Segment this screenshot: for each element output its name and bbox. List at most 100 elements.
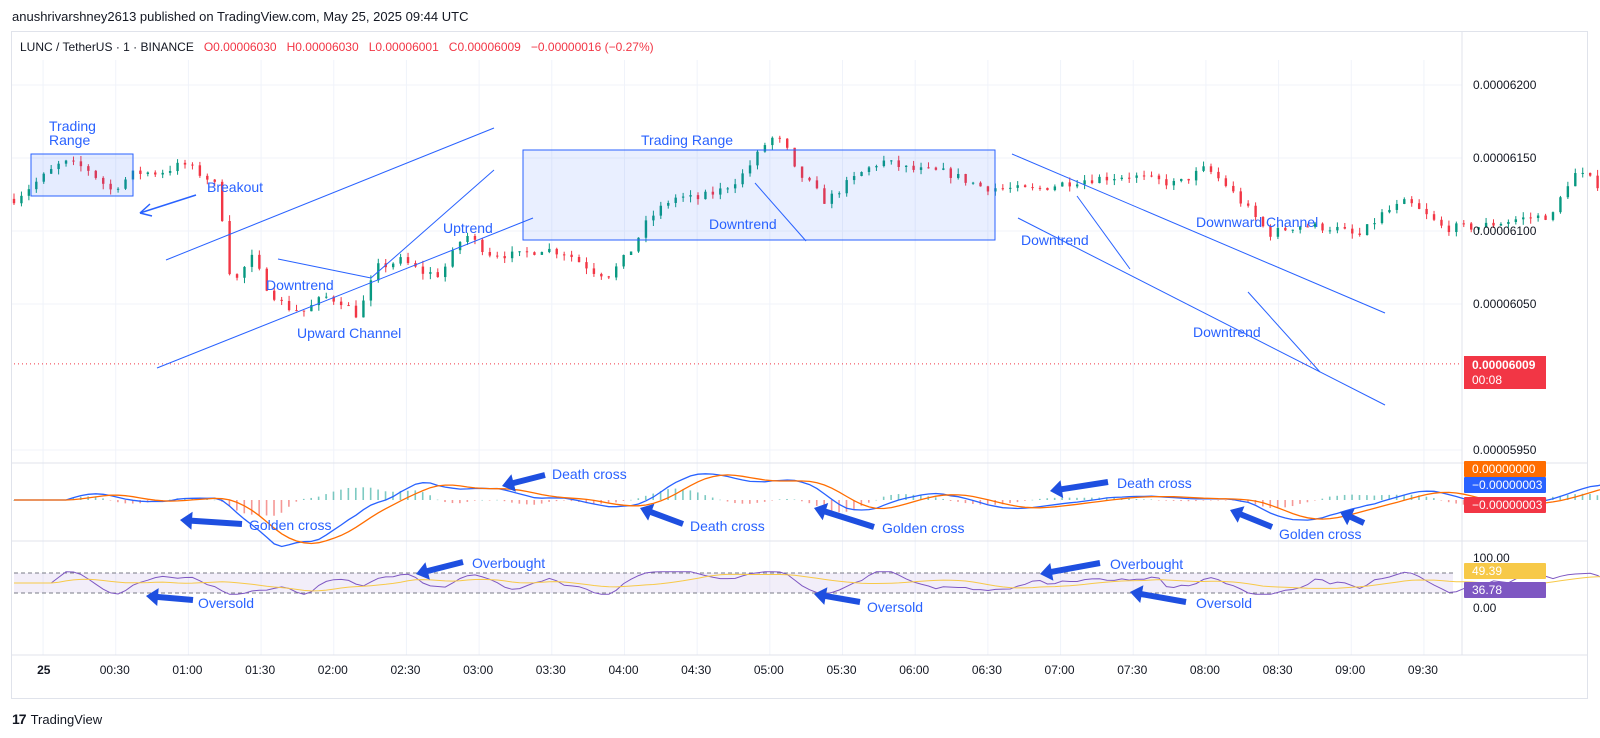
candle <box>94 169 97 180</box>
uptrend-line[interactable] <box>370 169 495 279</box>
downtrend-line-2[interactable] <box>754 182 807 242</box>
candle <box>1403 197 1406 205</box>
candle <box>711 186 715 199</box>
arrow-golden-cross-1[interactable] <box>180 511 243 530</box>
macd-histogram-bar <box>1091 497 1093 500</box>
arrow-death-cross-1[interactable] <box>502 472 546 492</box>
candle <box>1358 227 1361 237</box>
macd-histogram-bar <box>109 500 112 501</box>
chart-frame <box>11 31 1588 699</box>
candle <box>986 185 990 196</box>
label-downtrend-2[interactable]: Downtrend <box>709 216 777 232</box>
arrow-oversold-3[interactable] <box>1130 585 1187 605</box>
label-rsi-oversold-3[interactable]: Oversold <box>1196 595 1252 611</box>
macd-histogram-bar <box>622 500 625 501</box>
candle <box>1551 211 1555 222</box>
svg-text:−0.00000003: −0.00000003 <box>1472 498 1543 512</box>
symbol-label[interactable]: LUNC / TetherUS · 1 · BINANCE <box>20 40 194 54</box>
label-macd-golden-cross-2[interactable]: Golden cross <box>882 520 964 536</box>
macd-histogram-bar <box>1440 500 1443 501</box>
label-macd-golden-cross-3[interactable]: Golden cross <box>1279 526 1361 542</box>
candle <box>629 251 633 256</box>
label-rsi-overbought-1[interactable]: Overbought <box>472 555 545 571</box>
candle <box>1180 178 1183 183</box>
label-rsi-overbought-2[interactable]: Overbought <box>1110 556 1183 572</box>
ohlc-change: −0.00000016 (−0.27%) <box>530 40 654 54</box>
rsi-tick-100: 100.00 <box>1473 551 1510 565</box>
label-downward-channel[interactable]: Downward Channel <box>1196 214 1318 230</box>
label-rsi-oversold-1[interactable]: Oversold <box>198 595 254 611</box>
candle <box>1536 213 1540 222</box>
candle <box>1343 222 1347 230</box>
downward-channel-bottom[interactable] <box>1017 217 1386 406</box>
macd-histogram-bar <box>1581 493 1584 500</box>
candle <box>258 250 261 271</box>
macd-histogram-bar <box>228 500 231 507</box>
time-tick-label: 07:30 <box>1117 663 1147 677</box>
label-macd-golden-cross-1[interactable]: Golden cross <box>249 517 331 533</box>
upward-channel-top[interactable] <box>165 127 495 261</box>
label-downtrend-1[interactable]: Downtrend <box>266 277 334 293</box>
candle <box>1031 183 1034 191</box>
downtrend-line-1[interactable] <box>277 258 372 279</box>
ohlc-close: C0.00006009 <box>448 40 521 54</box>
candle <box>1150 171 1153 178</box>
candle <box>1388 205 1391 214</box>
label-macd-death-cross-2[interactable]: Death cross <box>690 518 765 534</box>
label-trading-range-1[interactable]: Trading Range <box>49 118 96 148</box>
macd-histogram-bar <box>763 500 766 502</box>
arrow-overbought-1[interactable] <box>416 559 464 580</box>
trading-range-box-1[interactable] <box>30 153 134 197</box>
arrow-oversold-2[interactable] <box>814 587 861 605</box>
candle <box>1328 226 1332 234</box>
label-rsi-oversold-2[interactable]: Oversold <box>867 599 923 615</box>
arrow-death-cross-2[interactable] <box>640 503 684 527</box>
downtrend-line-4[interactable] <box>1247 291 1321 373</box>
label-breakout[interactable]: Breakout <box>207 179 263 195</box>
footer-brand[interactable]: TradingView <box>30 711 103 727</box>
candle <box>12 193 16 205</box>
arrow-oversold-1[interactable] <box>146 588 194 606</box>
macd-histogram-bar <box>1076 497 1078 500</box>
macd-histogram-bar <box>1284 500 1286 508</box>
label-uptrend[interactable]: Uptrend <box>443 220 493 236</box>
candle <box>1254 202 1257 221</box>
arrow-death-cross-3[interactable] <box>1050 479 1109 499</box>
candle <box>444 263 447 282</box>
label-downtrend-3[interactable]: Downtrend <box>1021 232 1089 248</box>
macd-histogram-bar <box>1433 498 1435 500</box>
svg-text:−0.00000003: −0.00000003 <box>1472 478 1543 492</box>
downtrend-line-3[interactable] <box>1076 195 1131 270</box>
macd-histogram-bar <box>1195 500 1197 502</box>
upward-channel-bottom[interactable] <box>156 217 534 369</box>
arrow-golden-cross-3b[interactable] <box>1340 508 1366 526</box>
rsi-badge-ma: 49.39 <box>1464 563 1546 579</box>
candle <box>273 287 276 302</box>
candle <box>1373 218 1376 230</box>
arrow-golden-cross-2[interactable] <box>814 503 875 530</box>
arrow-overbought-2[interactable] <box>1040 560 1101 581</box>
macd-histogram-bar <box>414 490 417 500</box>
macd-histogram-bar <box>459 500 461 504</box>
candle <box>741 169 744 188</box>
label-trading-range-2[interactable]: Trading Range <box>641 132 733 148</box>
label-macd-death-cross-1[interactable]: Death cross <box>552 466 627 482</box>
candle <box>1172 178 1176 190</box>
label-downtrend-4[interactable]: Downtrend <box>1193 324 1261 340</box>
candle <box>882 155 886 168</box>
rsi-band <box>14 573 1453 593</box>
macd-histogram-bar <box>607 500 610 504</box>
label-macd-death-cross-3[interactable]: Death cross <box>1117 475 1192 491</box>
macd-histogram-bar <box>711 497 714 500</box>
trading-range-box-2[interactable] <box>522 149 996 241</box>
downward-channel-top[interactable] <box>1011 153 1386 314</box>
macd-histogram-bar <box>986 500 989 506</box>
breakout-arrow[interactable] <box>139 194 197 214</box>
label-upward-channel[interactable]: Upward Channel <box>297 325 401 341</box>
time-tick-label: 09:30 <box>1408 663 1438 677</box>
arrow-golden-cross-3a[interactable] <box>1230 506 1274 530</box>
macd-histogram-bar <box>719 499 721 501</box>
candle <box>875 164 878 171</box>
candle <box>674 194 677 208</box>
